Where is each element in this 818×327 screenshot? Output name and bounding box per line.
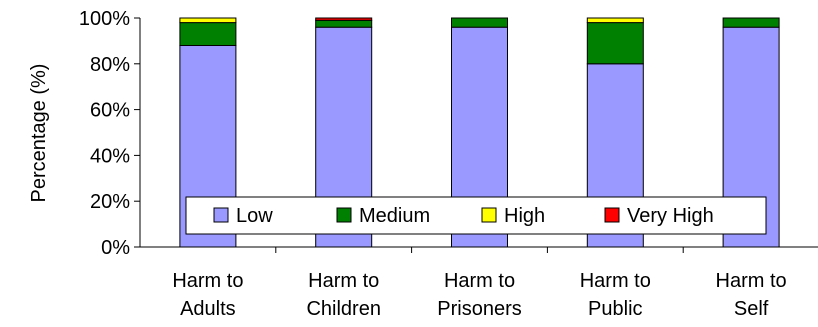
legend: Low Medium High Very High [185,196,767,235]
bar-segment-medium [586,22,644,65]
y-tick-label: 0% [101,237,130,259]
x-tick-label: Prisoners [437,298,521,320]
y-tick-label: 40% [90,145,130,167]
x-tick-label: Harm to [716,270,787,292]
x-tick-label: Harm to [172,270,243,292]
bar-segment-medium [179,22,237,46]
axes-layer: 0% 20% 40% 60% 80% 100% Harm to Adults Harm to Ch… [79,8,818,320]
x-tick-label: Harm to [308,270,379,292]
legend-swatch [336,207,352,223]
legend-label: Very High [627,205,714,227]
legend-swatch [481,207,497,223]
x-tick-label: Public [588,298,642,320]
legend-label: High [504,205,545,227]
y-tick-label: 100% [79,8,130,30]
x-tick-label: Harm to [580,270,651,292]
bar-segment-high [179,17,237,24]
x-tick-label: Harm to [444,270,515,292]
y-tick-label: 60% [90,100,130,122]
bar-segment-medium [451,17,508,28]
legend-box [185,196,767,235]
y-tick-label: 80% [90,54,130,76]
x-tick-label: Adults [180,298,236,320]
x-tick-label: Children [306,298,380,320]
legend-swatch [604,207,620,223]
legend-label: Low [236,205,273,227]
bar-segment-very-high [315,17,373,21]
bar-segment-high [586,17,644,24]
y-axis-title: Percentage (%) [28,64,50,203]
y-tick-label: 20% [90,191,130,213]
legend-swatch [213,207,229,223]
bar-segment-medium [315,19,373,28]
x-tick-label: Self [734,298,769,320]
legend-label: Medium [359,205,430,227]
bar-segment-medium [722,17,780,28]
